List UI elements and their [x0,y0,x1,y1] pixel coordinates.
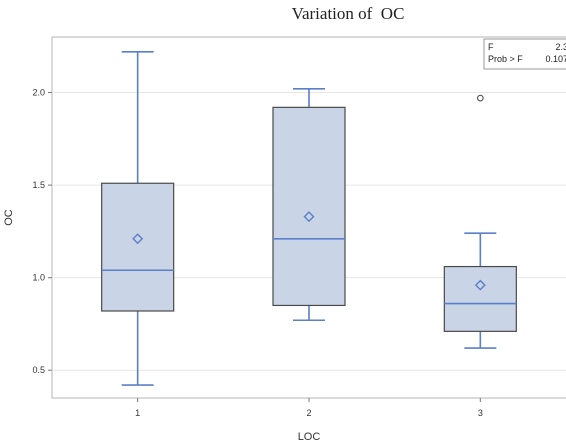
x-axis-label: LOC [298,431,321,443]
inset-value: 2.3 [555,42,566,52]
y-tick-label: 1.5 [32,180,45,190]
mean-marker [474,279,486,291]
x-axis-ticks: 1 2 3 [135,398,483,418]
x-tick-label: 1 [135,408,140,418]
outlier-point [476,94,484,102]
y-tick-label: 0.5 [32,365,45,375]
iqr-box [272,106,346,307]
inset-box [483,38,566,70]
y-axis-label: OC [3,209,15,226]
inset-label: F [488,42,494,52]
boxes [101,51,517,386]
mean-marker [132,233,144,245]
iqr-box [443,265,517,332]
y-tick-label: 1.0 [32,273,45,283]
mean-marker [303,211,315,223]
box-group-3 [443,94,517,349]
stats-inset: F 2.3 Prob > F 0.107 [483,38,566,70]
y-axis-ticks: 0.5 1.0 1.5 2.0 [32,88,52,375]
inset-label: Prob > F [488,54,523,64]
box-group-2 [272,88,346,322]
chart-title: Variation of OC [291,4,405,23]
box-group-1 [101,51,175,386]
x-tick-label: 3 [478,408,483,418]
plot-frame [51,36,566,399]
inset-value: 0.107 [545,54,566,64]
y-tick-label: 2.0 [32,88,45,98]
iqr-box [101,182,175,312]
x-tick-label: 2 [306,408,311,418]
